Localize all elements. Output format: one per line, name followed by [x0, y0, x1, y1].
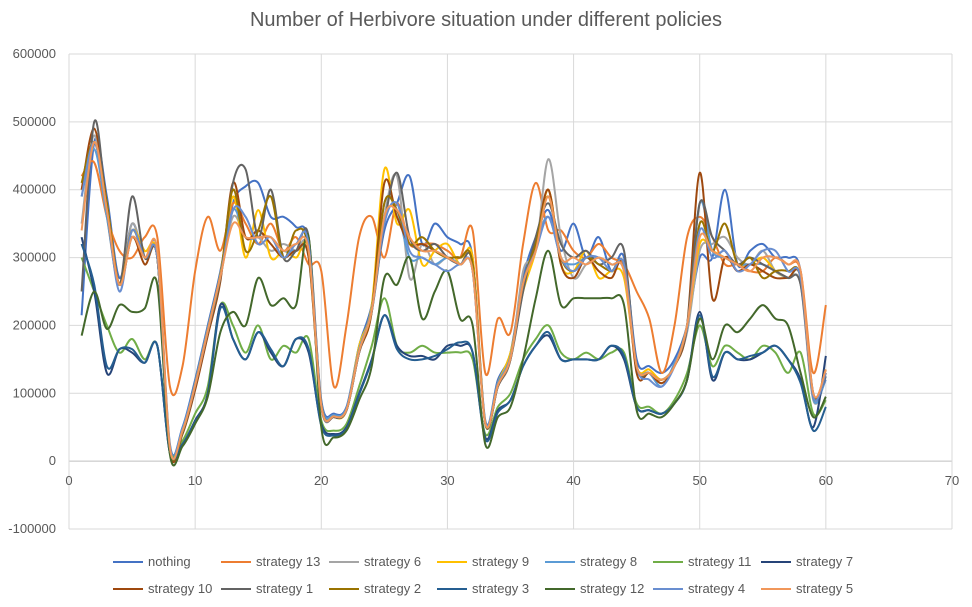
- legend-item: strategy 6: [329, 554, 421, 569]
- axis-tick-labels: -100000 0 100000 200000 300000 400000 500000 60…: [8, 46, 959, 536]
- y-tick-label: 500000: [13, 114, 56, 129]
- y-tick-label: 600000: [13, 46, 56, 61]
- legend-item: strategy 4: [653, 581, 745, 596]
- legend-label: strategy 4: [688, 581, 745, 596]
- legend-item: strategy 10: [113, 581, 212, 596]
- legend-item: strategy 5: [761, 581, 853, 596]
- legend-item: strategy 9: [437, 554, 529, 569]
- legend-label: strategy 1: [256, 581, 313, 596]
- legend-label: strategy 12: [580, 581, 644, 596]
- legend-item: strategy 1: [221, 581, 313, 596]
- x-tick-label: 50: [692, 473, 706, 488]
- y-tick-label: 0: [49, 453, 56, 468]
- series-line: [80, 147, 827, 458]
- y-tick-label: -100000: [8, 521, 56, 536]
- legend-label: strategy 2: [364, 581, 421, 596]
- legend-label: strategy 13: [256, 554, 320, 569]
- gridlines: [68, 53, 953, 530]
- legend-item: strategy 13: [221, 554, 320, 569]
- legend-label: strategy 3: [472, 581, 529, 596]
- x-tick-label: 70: [945, 473, 959, 488]
- series-line: [80, 141, 827, 460]
- legend-item: strategy 3: [437, 581, 529, 596]
- legend-label: strategy 11: [688, 554, 751, 569]
- legend-label: strategy 5: [796, 581, 853, 596]
- series-lines: [80, 119, 827, 467]
- series-line: [80, 257, 827, 458]
- legend-item: strategy 11: [653, 554, 751, 569]
- legend-item: strategy 7: [761, 554, 853, 569]
- x-tick-label: 40: [566, 473, 580, 488]
- chart-title: Number of Herbivore situation under diff…: [250, 9, 722, 31]
- legend-label: strategy 7: [796, 554, 853, 569]
- legend-label: nothing: [148, 554, 191, 569]
- x-tick-label: 0: [65, 473, 72, 488]
- legend-label: strategy 6: [364, 554, 421, 569]
- legend: nothing strategy 13 strategy 6 strategy 9 st…: [113, 554, 853, 596]
- x-tick-label: 20: [314, 473, 328, 488]
- series-line: [80, 160, 827, 397]
- legend-label: strategy 10: [148, 581, 212, 596]
- legend-item: strategy 2: [329, 581, 421, 596]
- x-tick-label: 30: [440, 473, 454, 488]
- y-tick-label: 400000: [13, 182, 56, 197]
- y-tick-label: 300000: [13, 250, 56, 265]
- x-tick-label: 10: [188, 473, 202, 488]
- legend-label: strategy 9: [472, 554, 529, 569]
- legend-item: strategy 12: [545, 581, 644, 596]
- x-tick-label: 60: [819, 473, 833, 488]
- legend-label: strategy 8: [580, 554, 637, 569]
- legend-item: strategy 8: [545, 554, 637, 569]
- legend-item: nothing: [113, 554, 191, 569]
- y-tick-label: 100000: [13, 385, 56, 400]
- y-tick-label: 200000: [13, 317, 56, 332]
